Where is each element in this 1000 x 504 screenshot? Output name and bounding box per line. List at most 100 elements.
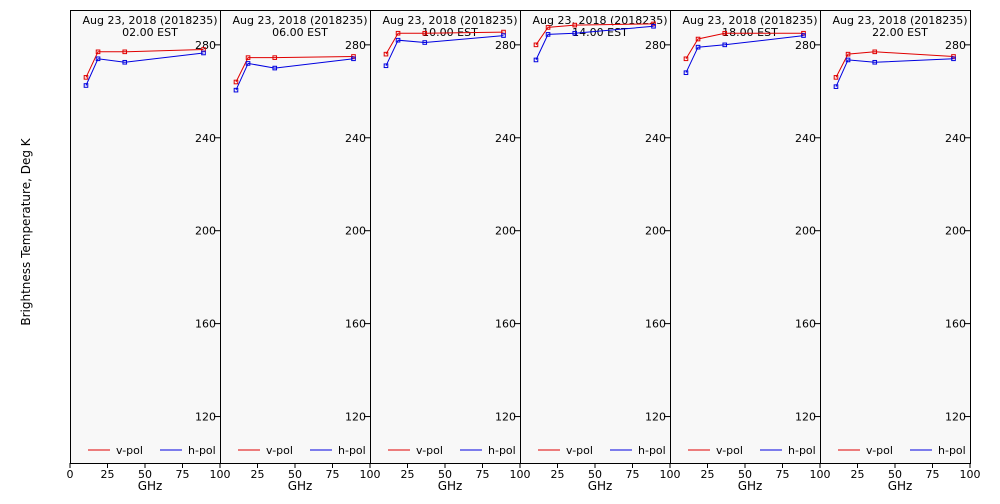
- x-tick-label: 100: [660, 468, 681, 481]
- y-tick-label: 120: [645, 411, 666, 424]
- legend-label-h-pol: h-pol: [488, 444, 516, 457]
- panel-title: Aug 23, 2018 (2018235): [82, 14, 217, 27]
- y-tick-label: 240: [195, 132, 216, 145]
- data-point-v-pol: [95, 49, 101, 55]
- x-tick-label: 100: [810, 468, 831, 481]
- x-tick-label: 25: [701, 468, 715, 481]
- x-axis-label: GHz: [138, 479, 163, 493]
- data-point-v-pol: [422, 30, 428, 36]
- y-tick-label: 120: [495, 411, 516, 424]
- data-point-v-pol: [533, 42, 539, 48]
- data-point-v-pol: [683, 56, 689, 62]
- x-tick-label: 100: [510, 468, 531, 481]
- x-tick-label: 100: [960, 468, 981, 481]
- data-point-v-pol: [383, 51, 389, 57]
- series-line-v-pol: [385, 31, 504, 55]
- x-tick-label: 25: [851, 468, 865, 481]
- y-tick-label: 160: [495, 318, 516, 331]
- x-tick-label: 50: [888, 468, 902, 481]
- panel-title: Aug 23, 2018 (2018235): [382, 14, 517, 27]
- series-line-v-pol: [835, 51, 954, 78]
- y-tick-label: 200: [945, 225, 966, 238]
- chart-panel-5: 120 160 200 240 280 25 50 75 100 GHz Aug 23, 2018 …: [669, 10, 831, 493]
- data-point-h-pol: [683, 70, 689, 76]
- y-axis-label: Brightness Temperature, Deg K: [19, 137, 33, 325]
- data-point-v-pol: [833, 75, 839, 80]
- data-point-h-pol: [422, 40, 428, 45]
- x-tick-label: 75: [926, 468, 940, 481]
- x-tick-label: 75: [776, 468, 790, 481]
- x-tick-label: 25: [101, 468, 115, 481]
- data-point-v-pol: [695, 36, 701, 42]
- x-tick-label: 50: [138, 468, 152, 481]
- series-line-h-pol: [835, 58, 954, 87]
- plot-frame: [370, 10, 521, 464]
- plot-frame: [220, 10, 371, 464]
- x-tick-label: 50: [738, 468, 752, 481]
- data-point-v-pol: [272, 55, 278, 60]
- series-line-v-pol: [85, 49, 204, 78]
- data-point-v-pol: [951, 54, 956, 59]
- x-tick-label: 75: [626, 468, 640, 481]
- legend-label-h-pol: h-pol: [938, 444, 966, 457]
- y-tick-label: 200: [495, 225, 516, 238]
- legend-label-h-pol: h-pol: [338, 444, 366, 457]
- y-tick-label: 280: [795, 39, 816, 52]
- series-line-v-pol: [235, 56, 354, 83]
- legend-label-h-pol: h-pol: [638, 444, 666, 457]
- data-point-v-pol: [395, 30, 401, 36]
- data-point-h-pol: [501, 33, 506, 38]
- y-tick-label: 240: [495, 132, 516, 145]
- chart-panel-2: 120 160 200 240 280 25 50 75 100 GHz Aug 23, 2018 …: [219, 10, 381, 493]
- y-tick-label: 240: [795, 132, 816, 145]
- x-axis-label: GHz: [738, 479, 763, 493]
- legend-label-v-pol: v-pol: [116, 444, 143, 457]
- chart-panel-3: 120 160 200 240 280 25 50 75 100 GHz Aug 23, 2018 …: [369, 10, 531, 493]
- data-point-h-pol: [245, 61, 251, 66]
- data-point-h-pol: [395, 37, 401, 43]
- panel-title: Aug 23, 2018 (2018235): [682, 14, 817, 27]
- data-point-h-pol: [845, 57, 851, 63]
- data-point-h-pol: [383, 63, 389, 69]
- x-tick-label: 75: [326, 468, 340, 481]
- data-point-v-pol: [801, 30, 806, 36]
- data-point-h-pol: [533, 57, 539, 63]
- data-point-v-pol: [83, 75, 89, 80]
- series-line-v-pol: [685, 32, 804, 60]
- plot-frame: [520, 10, 671, 464]
- y-tick-label: 280: [495, 39, 516, 52]
- y-tick-label: 120: [795, 411, 816, 424]
- x-tick-label: 100: [210, 468, 231, 481]
- series-line-h-pol: [235, 58, 354, 91]
- x-axis-label: GHz: [888, 479, 913, 493]
- data-point-v-pol: [572, 22, 578, 28]
- data-point-h-pol: [201, 50, 206, 56]
- data-point-h-pol: [722, 42, 728, 48]
- y-tick-label: 120: [195, 411, 216, 424]
- data-point-h-pol: [695, 44, 701, 50]
- data-point-h-pol: [872, 59, 878, 65]
- y-tick-label: 160: [345, 318, 366, 331]
- y-tick-label: 200: [345, 225, 366, 238]
- data-point-v-pol: [233, 79, 239, 85]
- data-point-v-pol: [722, 30, 728, 36]
- panel-subtitle: 22.00 EST: [872, 26, 928, 39]
- y-tick-label: 160: [945, 318, 966, 331]
- data-point-h-pol: [351, 56, 356, 62]
- legend-label-v-pol: v-pol: [866, 444, 893, 457]
- data-point-h-pol: [95, 56, 101, 62]
- data-point-v-pol: [545, 25, 551, 30]
- y-tick-label: 200: [195, 225, 216, 238]
- panel-subtitle: 06.00 EST: [272, 26, 328, 39]
- legend-label-h-pol: h-pol: [788, 444, 816, 457]
- x-tick-label: 50: [588, 468, 602, 481]
- legend-label-v-pol: v-pol: [266, 444, 293, 457]
- chart-panel-6: 120 160 200 240 280 25 50 75 100 GHz Aug 23, 2018 …: [819, 10, 981, 493]
- data-point-v-pol: [122, 49, 128, 55]
- panel-subtitle: 18.00 EST: [722, 26, 778, 39]
- x-axis-label: GHz: [288, 479, 313, 493]
- x-tick-label: 50: [438, 468, 452, 481]
- series-line-v-pol: [535, 23, 654, 46]
